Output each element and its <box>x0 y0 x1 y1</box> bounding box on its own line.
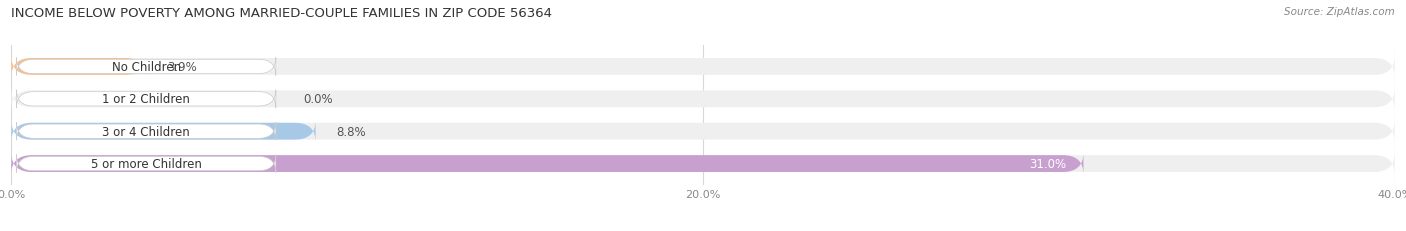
Text: 3 or 4 Children: 3 or 4 Children <box>103 125 190 138</box>
Text: INCOME BELOW POVERTY AMONG MARRIED-COUPLE FAMILIES IN ZIP CODE 56364: INCOME BELOW POVERTY AMONG MARRIED-COUPL… <box>11 7 553 20</box>
Text: 0.0%: 0.0% <box>304 93 333 106</box>
FancyBboxPatch shape <box>17 155 276 173</box>
Text: 3.9%: 3.9% <box>167 61 197 74</box>
Text: 8.8%: 8.8% <box>336 125 366 138</box>
Text: 31.0%: 31.0% <box>1029 157 1066 170</box>
FancyBboxPatch shape <box>11 153 1084 175</box>
FancyBboxPatch shape <box>11 56 146 78</box>
FancyBboxPatch shape <box>17 123 276 141</box>
FancyBboxPatch shape <box>11 121 1395 143</box>
FancyBboxPatch shape <box>11 153 1395 175</box>
FancyBboxPatch shape <box>17 58 276 76</box>
FancyBboxPatch shape <box>11 88 1395 110</box>
Text: 5 or more Children: 5 or more Children <box>91 157 201 170</box>
Text: Source: ZipAtlas.com: Source: ZipAtlas.com <box>1284 7 1395 17</box>
FancyBboxPatch shape <box>11 121 315 143</box>
FancyBboxPatch shape <box>17 90 276 108</box>
Text: No Children: No Children <box>111 61 181 74</box>
FancyBboxPatch shape <box>11 56 1395 78</box>
Text: 1 or 2 Children: 1 or 2 Children <box>103 93 190 106</box>
